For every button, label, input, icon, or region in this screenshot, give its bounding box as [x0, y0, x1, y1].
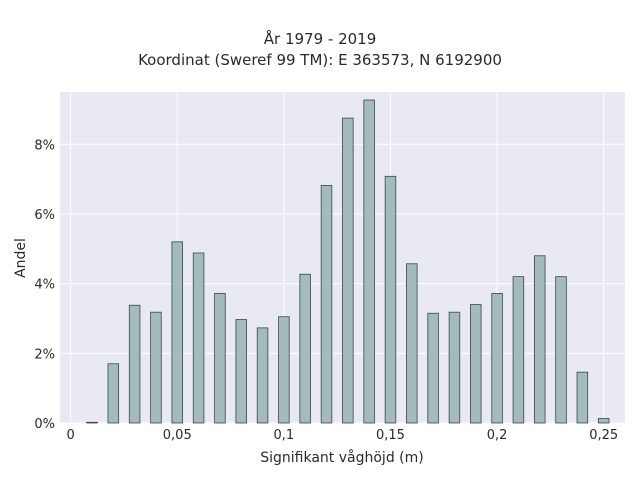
histogram-bar: [299, 273, 311, 424]
histogram-bar: [192, 252, 205, 424]
histogram-bar: [491, 292, 503, 424]
histogram-bar: [597, 418, 610, 424]
histogram-bar: [533, 255, 546, 424]
y-tick-label: 2%: [34, 347, 55, 362]
x-axis-label: Signifikant våghöjd (m): [260, 449, 423, 466]
x-tick-label: 0: [67, 428, 75, 443]
histogram-bar: [406, 263, 418, 424]
histogram-bar: [107, 363, 120, 424]
histogram-bar: [512, 276, 525, 424]
y-tick-label: 0%: [34, 417, 55, 432]
y-axis-ticks: 0% 2% 4% 6% 8%: [34, 138, 55, 432]
x-tick-label: 0,1: [274, 428, 295, 443]
y-axis-label: Andel: [13, 238, 29, 278]
chart-subtitle: Koordinat (Sweref 99 TM): E 363573, N 61…: [138, 51, 502, 69]
histogram-bar: [171, 241, 183, 424]
histogram-bar: [214, 292, 226, 424]
histogram-bar: [363, 99, 375, 424]
y-tick-label: 8%: [34, 138, 55, 153]
x-tick-label: 0,2: [487, 428, 508, 443]
histogram-bar: [576, 371, 589, 424]
histogram-bar: [128, 304, 141, 424]
histogram-bar: [86, 421, 98, 424]
x-axis-ticks: 0 0,05 0,1 0,15 0,2 0,25: [67, 428, 619, 443]
histogram-bar: [320, 184, 333, 424]
y-tick-label: 6%: [34, 208, 55, 223]
bars: [86, 99, 610, 424]
histogram-bar: [256, 327, 269, 424]
histogram-bar: [555, 276, 567, 424]
chart-title: År 1979 - 2019: [263, 30, 377, 48]
x-tick-label: 0,25: [589, 428, 618, 443]
histogram-bar: [150, 311, 162, 424]
histogram-bar: [470, 304, 482, 424]
histogram-bar: [384, 175, 397, 424]
x-tick-label: 0,05: [163, 428, 192, 443]
histogram-bar: [235, 319, 247, 424]
histogram-bar: [448, 311, 461, 424]
histogram-bar: [278, 316, 290, 424]
histogram-bar: [427, 312, 439, 424]
y-tick-label: 4%: [34, 278, 55, 293]
histogram-bar: [342, 117, 354, 424]
x-tick-label: 0,15: [376, 428, 405, 443]
